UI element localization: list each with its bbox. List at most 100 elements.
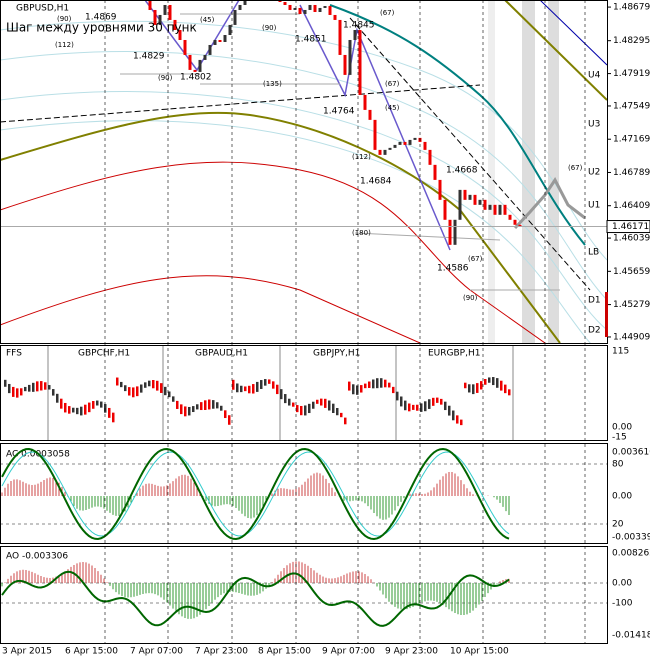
mini-candle bbox=[420, 403, 423, 412]
axis-label: -0.014188 bbox=[612, 631, 650, 641]
candle bbox=[323, 6, 327, 8]
symbol-label: GBPCHF,H1 bbox=[78, 349, 130, 359]
mini-candle bbox=[396, 391, 399, 401]
candle bbox=[378, 149, 382, 155]
axis-label: -100 bbox=[612, 599, 633, 609]
mini-candle bbox=[228, 415, 231, 425]
mini-candle bbox=[252, 384, 255, 394]
mini-candle bbox=[4, 379, 7, 387]
axis-label: 0.008262 bbox=[612, 549, 650, 559]
mini-candle bbox=[448, 405, 451, 416]
mini-candle bbox=[112, 412, 115, 423]
mini-candle bbox=[380, 378, 383, 388]
panel-frame bbox=[0, 546, 608, 644]
candle bbox=[448, 219, 452, 245]
mini-candle bbox=[48, 385, 51, 390]
mini-candle bbox=[336, 408, 339, 416]
mini-candle bbox=[392, 386, 395, 394]
axis-label: -0.003392 bbox=[612, 533, 650, 543]
mini-candle bbox=[500, 380, 503, 391]
candle bbox=[308, 4, 312, 10]
candle bbox=[243, 0, 247, 5]
candle bbox=[518, 224, 522, 227]
mini-candle bbox=[404, 400, 407, 411]
mini-candle bbox=[144, 382, 147, 388]
price-annotation: 1.4684 bbox=[360, 177, 392, 187]
mini-candle bbox=[312, 401, 315, 409]
mini-candle bbox=[36, 381, 39, 392]
candle bbox=[198, 59, 202, 72]
candle bbox=[503, 204, 507, 215]
price-annotation: 1.4845 bbox=[343, 21, 375, 31]
price-annotation: (90) bbox=[57, 15, 72, 23]
candle bbox=[483, 199, 487, 210]
price-tick-label: 1.47919 bbox=[613, 69, 650, 79]
price-annotation: 1.4586 bbox=[437, 264, 469, 274]
price-annotation: 1.4869 bbox=[85, 13, 117, 23]
mini-candle bbox=[148, 380, 151, 387]
mini-candle bbox=[360, 385, 363, 393]
mini-candle bbox=[376, 378, 379, 389]
candle bbox=[298, 7, 302, 14]
candle bbox=[338, 19, 342, 55]
d-marker bbox=[605, 292, 608, 337]
candle bbox=[183, 39, 187, 55]
mini-candle bbox=[180, 404, 183, 415]
candle bbox=[393, 144, 397, 148]
mini-candle bbox=[432, 397, 435, 406]
mini-candle bbox=[408, 403, 411, 412]
symbol-label: EURGBP,H1 bbox=[428, 349, 480, 359]
candle bbox=[223, 35, 227, 42]
mini-candle bbox=[304, 405, 307, 416]
price-tick-label: 1.46789 bbox=[613, 168, 650, 178]
price-annotation: 1.4829 bbox=[133, 52, 165, 62]
mini-candle bbox=[108, 407, 111, 418]
mini-candle bbox=[136, 386, 139, 397]
candle bbox=[348, 39, 352, 75]
ao-line bbox=[1, 570, 510, 627]
symbol-label: GBPAUD,H1 bbox=[195, 349, 248, 359]
mini-candle bbox=[308, 403, 311, 414]
mini-candle bbox=[416, 404, 419, 411]
level-label: D1 bbox=[588, 296, 601, 306]
mini-candle bbox=[120, 381, 123, 388]
mini-candle bbox=[320, 398, 323, 406]
level-label: U3 bbox=[588, 120, 600, 130]
level-label: U2 bbox=[588, 168, 600, 178]
mini-candle bbox=[76, 407, 79, 415]
price-annotation: 1.4802 bbox=[180, 73, 212, 83]
session-band bbox=[522, 0, 535, 343]
candles bbox=[148, 0, 522, 245]
candle bbox=[353, 30, 357, 40]
candle bbox=[443, 199, 447, 220]
mini-candle bbox=[96, 400, 99, 406]
mini-candle bbox=[492, 377, 495, 386]
mini-candle bbox=[272, 381, 275, 389]
main-chart bbox=[0, 0, 607, 343]
mini-candle bbox=[124, 385, 127, 392]
indicator-lines bbox=[0, 0, 607, 343]
mini-candle bbox=[164, 386, 167, 396]
candle bbox=[423, 141, 427, 150]
mini-candle bbox=[152, 380, 155, 389]
candle bbox=[293, 7, 297, 10]
mini-candle bbox=[440, 398, 443, 405]
panel-frame bbox=[0, 443, 608, 544]
axis-label: 0.00 bbox=[612, 423, 632, 433]
time-label: 8 Apr 15:00 bbox=[258, 647, 311, 657]
mini-candle bbox=[220, 405, 223, 411]
time-label: 9 Apr 07:00 bbox=[322, 647, 375, 657]
candle bbox=[358, 30, 362, 95]
mini-candle bbox=[504, 384, 507, 394]
mini-candle bbox=[16, 388, 19, 398]
price-annotation: (90) bbox=[262, 24, 277, 32]
mini-candle bbox=[80, 406, 83, 416]
axis-label: 115 bbox=[612, 347, 629, 357]
candle bbox=[438, 179, 442, 200]
price-tick-label: 1.48679 bbox=[613, 3, 650, 13]
mini-candle bbox=[204, 400, 207, 410]
price-annotation: (180) bbox=[352, 229, 371, 237]
candle bbox=[428, 149, 432, 165]
mini-candle bbox=[284, 394, 287, 404]
mini-candle bbox=[236, 383, 239, 393]
